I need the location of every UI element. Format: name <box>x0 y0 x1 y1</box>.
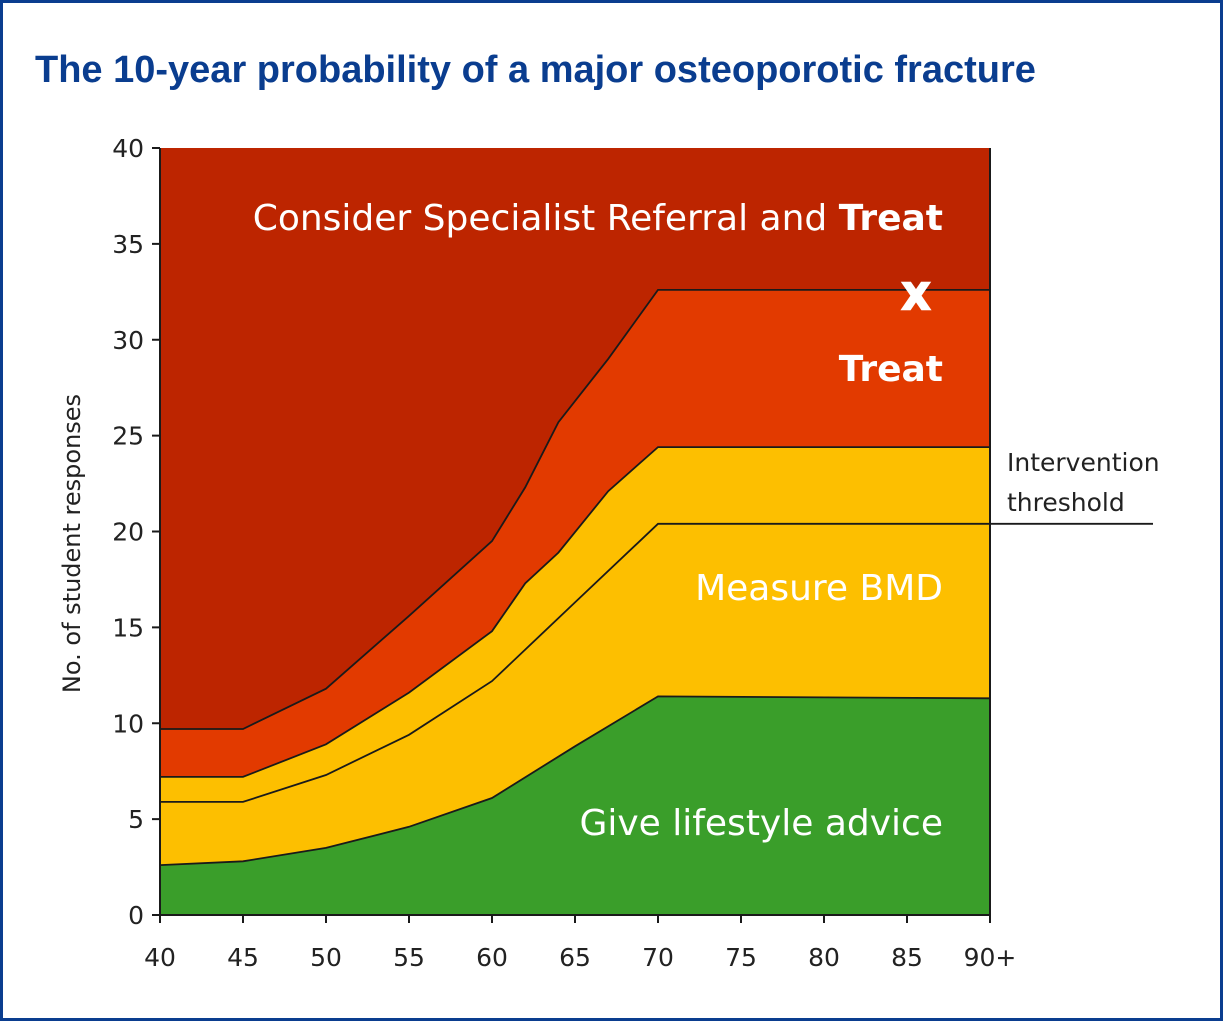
x-tick-label: 90+ <box>964 943 1017 972</box>
x-tick-label: 75 <box>725 943 757 972</box>
boundary-line-3 <box>160 288 990 730</box>
boundary-line-2 <box>160 446 990 778</box>
x-marker: X <box>902 277 930 318</box>
x-tick-label: 80 <box>808 943 840 972</box>
boundary-lines-layer <box>159 288 991 866</box>
x-tick-label: 85 <box>891 943 923 972</box>
zone-band-4 <box>160 148 990 729</box>
zone-label-treat: Treat <box>839 349 943 390</box>
zone-label-lifestyle: Give lifestyle advice <box>579 803 943 844</box>
x-tick-label: 60 <box>476 943 508 972</box>
zones-layer <box>160 148 990 915</box>
y-tick-label: 0 <box>128 901 144 930</box>
zone-band-0 <box>160 696 990 915</box>
boundary-line-0 <box>159 695 991 866</box>
zone-label-measure-bmd: Measure BMD <box>695 568 943 609</box>
zone-band-2 <box>160 447 990 802</box>
zone-label-referral: Consider Specialist Referral and Treat <box>253 198 943 239</box>
y-tick-label: 20 <box>112 518 144 547</box>
zone-label-referral-bold: Treat <box>839 198 943 239</box>
x-tick-label: 65 <box>559 943 591 972</box>
y-axis-label: No. of student responses <box>58 394 86 693</box>
y-tick-label: 25 <box>112 422 144 451</box>
threshold-label-line2: threshold <box>1007 488 1125 517</box>
zone-band-1 <box>160 523 990 866</box>
y-tick-label: 5 <box>128 805 144 834</box>
y-tick-label: 35 <box>112 230 144 259</box>
x-tick-label: 70 <box>642 943 674 972</box>
zone-label-referral-plain: Consider Specialist Referral and <box>253 198 839 239</box>
zone-band-3 <box>160 289 990 777</box>
boundary-line-1 <box>160 522 990 803</box>
y-tick-label: 30 <box>112 326 144 355</box>
y-tick-label: 10 <box>112 709 144 738</box>
y-tick-label: 15 <box>112 613 144 642</box>
chart-area: 0 5 10 15 20 25 30 35 40 40 45 50 55 60 65 70 75 80 85 90+ N… <box>58 134 1160 972</box>
y-tick-label: 40 <box>112 134 144 163</box>
x-tick-label: 55 <box>393 943 425 972</box>
threshold-label-line1: Intervention <box>1007 448 1160 477</box>
x-tick-label: 40 <box>144 943 176 972</box>
labels-layer: Consider Specialist Referral and Treat XT… <box>253 198 1160 844</box>
x-tick-label: 45 <box>227 943 259 972</box>
axes-layer: 0 5 10 15 20 25 30 35 40 40 45 50 55 60 65 70 75 80 85 90+ N… <box>58 134 1016 972</box>
chart-title: The 10-year probability of a major osteo… <box>35 49 1036 91</box>
x-tick-label: 50 <box>310 943 342 972</box>
